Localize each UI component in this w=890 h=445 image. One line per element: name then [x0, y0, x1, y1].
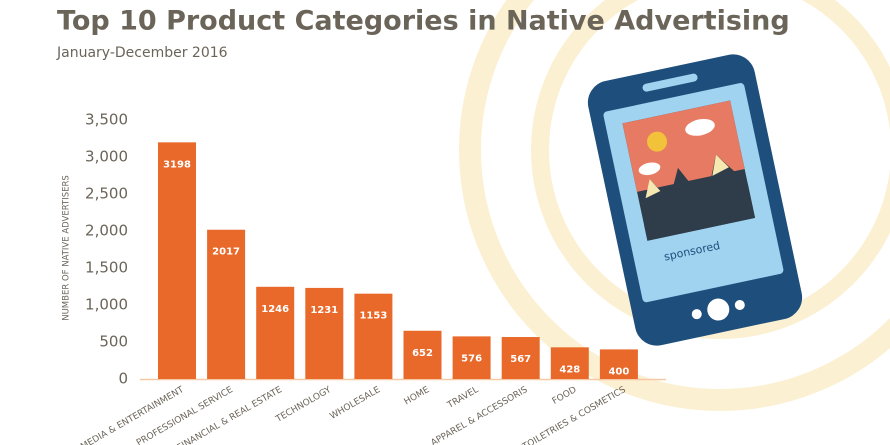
value-label: 652 [412, 348, 433, 359]
value-label: 2017 [212, 247, 240, 258]
y-tick-label: 3,000 [85, 148, 128, 166]
x-tick-label: HOME [403, 385, 432, 407]
bar [550, 347, 589, 379]
bar [207, 229, 246, 379]
x-tick-label: MEDIA & ENTERTAINMENT [79, 385, 186, 445]
bar [305, 287, 344, 379]
value-label: 400 [608, 366, 629, 377]
bar [354, 293, 393, 379]
value-label: 1231 [310, 305, 338, 316]
y-tick-label: 500 [99, 333, 128, 351]
y-axis-title: NUMBER OF NATIVE ADVERTISERS [62, 175, 72, 321]
bar [599, 349, 638, 379]
y-tick-label: 3,500 [85, 111, 128, 129]
x-tick-label: WHOLESALE [328, 385, 382, 422]
x-tick-label: FOOD [551, 385, 579, 407]
bar [158, 142, 196, 379]
x-tick-label: TRAVEL [445, 385, 480, 411]
value-label: 3198 [163, 159, 191, 170]
bar [501, 337, 540, 379]
value-label: 1246 [261, 304, 289, 315]
chart-subtitle: January-December 2016 [56, 45, 228, 61]
value-label: 428 [559, 364, 580, 375]
y-tick-label: 2,000 [85, 222, 128, 240]
y-tick-label: 0 [118, 370, 128, 388]
phone-illustration: sponsored [587, 54, 803, 346]
bar [452, 336, 491, 379]
chart-title: Top 10 Product Categories in Native Adve… [57, 6, 790, 37]
bar [256, 286, 295, 379]
value-label: 567 [510, 354, 531, 365]
y-tick-label: 1,500 [85, 259, 128, 277]
y-tick-label: 1,000 [85, 296, 128, 314]
y-tick-label: 2,500 [85, 185, 128, 203]
value-label: 1153 [359, 311, 387, 322]
bar [403, 330, 442, 379]
value-label: 576 [461, 353, 482, 364]
x-tick-label: TECHNOLOGY [274, 385, 334, 425]
